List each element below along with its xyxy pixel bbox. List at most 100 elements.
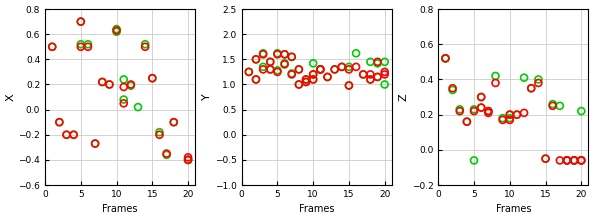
- Point: [69, 133, 78, 136]
- Point: [244, 70, 254, 74]
- Point: [140, 45, 150, 49]
- Point: [577, 159, 586, 162]
- Point: [476, 106, 486, 109]
- Point: [258, 65, 268, 69]
- Point: [498, 116, 507, 120]
- Point: [512, 113, 522, 116]
- Point: [119, 85, 128, 89]
- Point: [330, 68, 339, 71]
- Point: [351, 51, 361, 55]
- Point: [555, 159, 564, 162]
- Point: [563, 159, 572, 162]
- Point: [251, 58, 261, 61]
- Point: [112, 30, 121, 33]
- Point: [563, 159, 572, 162]
- Point: [512, 113, 522, 116]
- Point: [505, 113, 514, 116]
- Point: [251, 78, 261, 81]
- Point: [258, 68, 268, 71]
- Point: [244, 70, 254, 74]
- Point: [323, 75, 332, 79]
- Point: [294, 68, 304, 71]
- Point: [476, 95, 486, 99]
- Point: [351, 65, 361, 69]
- X-axis label: Frames: Frames: [102, 204, 138, 214]
- Point: [323, 75, 332, 79]
- Point: [112, 28, 121, 31]
- Point: [48, 45, 57, 49]
- Point: [301, 80, 311, 84]
- Point: [469, 108, 479, 111]
- Point: [484, 109, 493, 113]
- Point: [555, 104, 564, 108]
- Point: [184, 158, 193, 162]
- Point: [373, 75, 383, 79]
- Point: [526, 86, 536, 90]
- Point: [526, 86, 536, 90]
- Point: [570, 159, 579, 162]
- Point: [162, 152, 172, 155]
- Point: [294, 83, 304, 86]
- Point: [258, 53, 268, 56]
- Point: [519, 76, 529, 79]
- Point: [266, 60, 275, 64]
- Point: [280, 53, 289, 56]
- Point: [162, 153, 172, 157]
- Point: [366, 78, 375, 81]
- Point: [119, 102, 128, 105]
- Point: [301, 78, 311, 81]
- Point: [287, 55, 296, 59]
- Point: [441, 57, 450, 60]
- Point: [301, 80, 311, 84]
- Point: [62, 133, 71, 136]
- Point: [97, 80, 107, 84]
- Point: [441, 57, 450, 60]
- Point: [359, 73, 368, 76]
- Point: [105, 83, 114, 86]
- Point: [455, 108, 465, 111]
- Point: [441, 57, 450, 60]
- Point: [484, 111, 493, 115]
- Point: [48, 45, 57, 49]
- Point: [373, 75, 383, 79]
- Y-axis label: X: X: [5, 93, 15, 101]
- Point: [76, 20, 86, 23]
- Point: [491, 74, 500, 78]
- Point: [119, 78, 128, 81]
- Point: [344, 84, 353, 87]
- Point: [380, 60, 390, 64]
- Point: [83, 45, 93, 49]
- Point: [266, 60, 275, 64]
- Point: [366, 73, 375, 76]
- Y-axis label: Z: Z: [399, 93, 409, 101]
- Point: [273, 69, 282, 72]
- Point: [448, 86, 457, 90]
- Point: [169, 120, 179, 124]
- Y-axis label: Y: Y: [202, 94, 212, 100]
- Point: [380, 83, 390, 86]
- Point: [251, 78, 261, 81]
- Point: [184, 158, 193, 162]
- Point: [373, 62, 383, 65]
- Point: [184, 156, 193, 159]
- Point: [69, 133, 78, 136]
- X-axis label: Frames: Frames: [495, 204, 531, 214]
- Point: [126, 83, 135, 86]
- Point: [462, 120, 472, 123]
- Point: [147, 76, 157, 80]
- X-axis label: Frames: Frames: [299, 204, 334, 214]
- Point: [55, 120, 64, 124]
- Point: [563, 159, 572, 162]
- Point: [455, 109, 465, 113]
- Point: [287, 55, 296, 59]
- Point: [315, 68, 325, 71]
- Point: [76, 20, 86, 23]
- Point: [251, 58, 261, 61]
- Point: [344, 84, 353, 87]
- Point: [105, 83, 114, 86]
- Point: [308, 78, 318, 81]
- Point: [140, 42, 150, 46]
- Point: [577, 109, 586, 113]
- Point: [154, 133, 164, 136]
- Point: [570, 159, 579, 162]
